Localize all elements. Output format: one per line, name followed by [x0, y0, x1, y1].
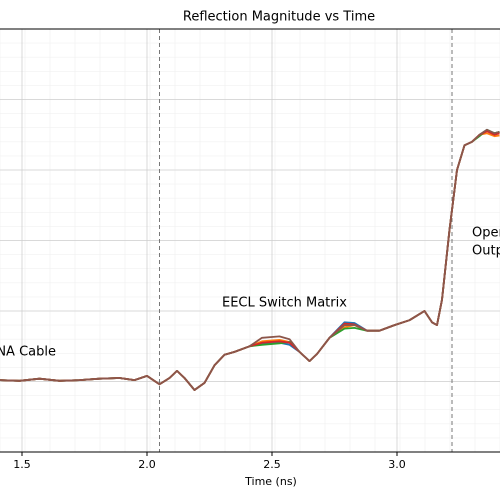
- annotation: Open: [472, 226, 500, 241]
- x-tick-label: 2.5: [263, 458, 281, 471]
- x-tick-label: 3.0: [388, 458, 406, 471]
- annotation: Output: [472, 244, 500, 259]
- series-line: [0, 128, 500, 391]
- x-axis-label: Time (ns): [244, 475, 297, 488]
- annotation: EECL Switch Matrix: [222, 296, 347, 311]
- x-tick-label: 1.5: [13, 458, 31, 471]
- chart-title: Reflection Magnitude vs Time: [183, 10, 375, 25]
- x-tick-label: 2.0: [138, 458, 156, 471]
- annotation: VNA Cable: [0, 345, 56, 360]
